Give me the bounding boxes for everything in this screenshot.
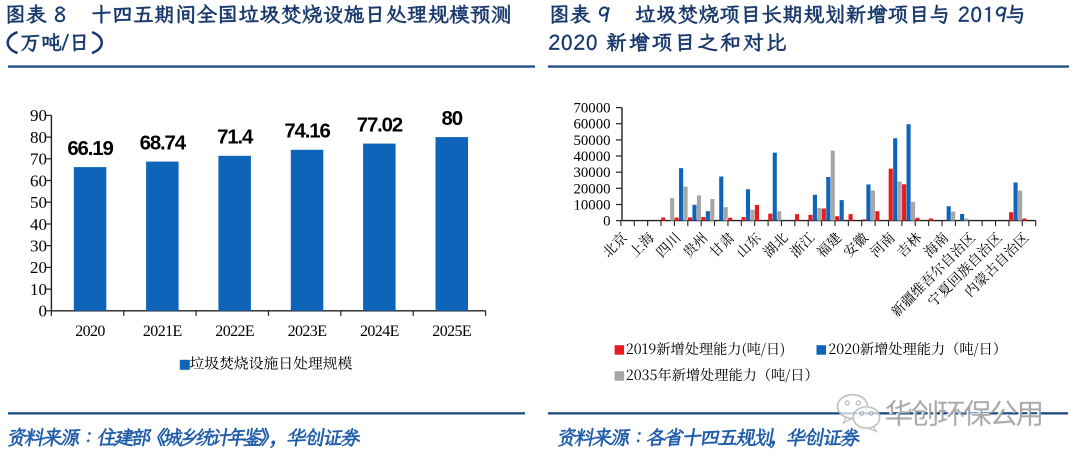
svg-text:2020: 2020	[75, 323, 105, 340]
svg-text:50: 50	[30, 193, 47, 212]
svg-text:60: 60	[30, 171, 47, 190]
svg-text:70: 70	[30, 150, 47, 169]
svg-text:40: 40	[30, 215, 47, 234]
svg-text:0: 0	[603, 214, 610, 230]
svg-text:20: 20	[30, 258, 47, 277]
svg-text:70000: 70000	[574, 101, 611, 117]
svg-text:77.02: 77.02	[357, 114, 403, 136]
svg-text:2025E: 2025E	[432, 323, 471, 340]
svg-text:40000: 40000	[574, 149, 611, 165]
svg-text:2023E: 2023E	[288, 323, 327, 340]
svg-text:68.74: 68.74	[140, 132, 187, 154]
svg-text:60000: 60000	[574, 117, 611, 133]
svg-text:80: 80	[30, 128, 47, 147]
svg-text:71.4: 71.4	[217, 127, 254, 149]
svg-text:50000: 50000	[574, 133, 611, 149]
svg-text:80: 80	[442, 108, 463, 130]
svg-text:0: 0	[39, 302, 48, 321]
svg-text:30: 30	[30, 237, 47, 256]
svg-text:10: 10	[30, 280, 47, 299]
svg-text:10000: 10000	[574, 198, 611, 214]
svg-text:2024E: 2024E	[360, 323, 399, 340]
svg-text:2021E: 2021E	[143, 323, 182, 340]
svg-text:74.16: 74.16	[284, 121, 330, 143]
svg-text:20000: 20000	[574, 181, 611, 197]
svg-text:66.19: 66.19	[67, 138, 113, 160]
svg-text:30000: 30000	[574, 165, 611, 181]
svg-text:2022E: 2022E	[215, 323, 254, 340]
svg-text:90: 90	[30, 106, 47, 125]
